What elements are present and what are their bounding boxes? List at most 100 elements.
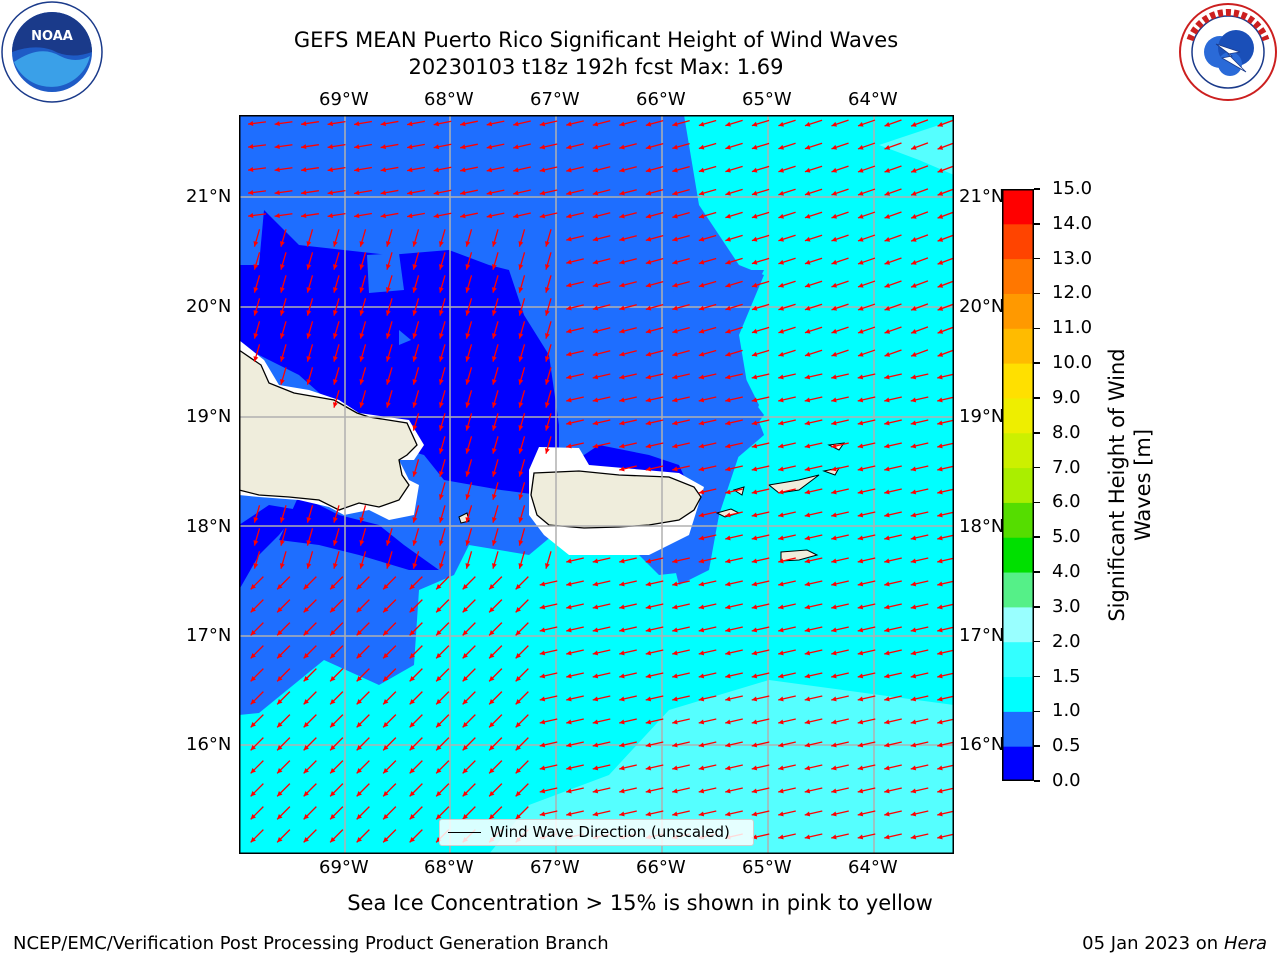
wave-direction-arrow: [250, 691, 264, 705]
wave-direction-arrow: [672, 626, 690, 633]
wave-direction-arrow: [329, 599, 344, 613]
wave-direction-arrow: [937, 695, 954, 702]
wave-direction-arrow: [831, 257, 849, 265]
wave-direction-arrow: [491, 252, 499, 270]
wave-direction-arrow: [672, 326, 690, 334]
wave-direction-arrow: [329, 829, 344, 843]
wave-direction-arrow: [672, 257, 690, 265]
wave-direction-arrow: [407, 166, 425, 173]
colorbar-tick-mark: [1034, 745, 1040, 747]
wave-direction-arrow: [778, 396, 796, 403]
wave-direction-arrow: [592, 557, 611, 564]
wave-direction-arrow: [645, 419, 664, 426]
wave-direction-arrow: [804, 649, 823, 656]
wave-direction-arrow: [751, 649, 770, 656]
wave-direction-arrow: [438, 436, 446, 454]
colorbar-segment: [1002, 328, 1034, 364]
wave-direction-arrow: [592, 718, 611, 725]
wave-direction-arrow: [488, 806, 503, 820]
wave-direction-arrow: [804, 165, 823, 173]
wave-direction-arrow: [592, 580, 611, 587]
wave-direction-arrow: [672, 303, 690, 311]
wave-direction-arrow: [592, 396, 611, 403]
wave-direction-arrow: [672, 373, 690, 380]
wave-direction-arrow: [356, 645, 370, 659]
lon-label-top-64w: 64°W: [848, 89, 898, 110]
wave-direction-arrow: [725, 764, 743, 771]
wave-direction-arrow: [327, 212, 346, 219]
wave-direction-arrow: [831, 603, 849, 610]
wave-direction-arrow: [301, 213, 319, 219]
wave-direction-arrow: [515, 691, 529, 705]
wave-direction-arrow: [332, 321, 340, 339]
wave-direction-arrow: [566, 143, 584, 150]
wave-direction-arrow: [515, 714, 529, 728]
wave-direction-arrow: [359, 275, 367, 293]
wave-direction-arrow: [778, 280, 796, 288]
wave-direction-arrow: [518, 298, 526, 316]
colorbar-tick-mark: [1034, 188, 1040, 190]
wave-direction-arrow: [465, 505, 473, 523]
colorbar-tick-mark: [1034, 606, 1040, 608]
colorbar-tick-label: 0.0: [1052, 770, 1081, 791]
wave-direction-arrow: [435, 714, 450, 728]
wave-direction-arrow: [672, 211, 690, 219]
wave-direction-arrow: [385, 275, 393, 293]
wave-direction-arrow: [645, 603, 664, 610]
wave-direction-arrow: [433, 120, 452, 127]
wave-direction-arrow: [672, 142, 690, 150]
wave-direction-arrow: [250, 829, 264, 843]
wave-direction-arrow: [751, 695, 770, 702]
wave-direction-arrow: [884, 488, 902, 495]
wave-direction-arrow: [274, 167, 293, 173]
wave-direction-arrow: [438, 482, 446, 500]
wave-direction-arrow: [778, 810, 796, 817]
wave-direction-arrow: [303, 691, 317, 705]
wave-direction-arrow: [857, 396, 876, 403]
colorbar-segment: [1002, 502, 1034, 538]
wave-direction-arrow: [566, 787, 584, 794]
wave-direction-arrow: [462, 622, 476, 636]
wave-direction-arrow: [831, 465, 849, 472]
colorbar-tick-mark: [1034, 640, 1040, 643]
wave-direction-arrow: [645, 143, 664, 150]
wave-direction-arrow: [327, 143, 346, 150]
wave-direction-arrow: [751, 810, 770, 817]
wave-direction-arrow: [698, 373, 717, 380]
wave-direction-arrow: [303, 806, 317, 820]
wave-direction-arrow: [910, 695, 929, 702]
lon-label-bottom-68w: 68°W: [424, 857, 474, 878]
wave-direction-arrow: [751, 142, 770, 150]
wave-direction-arrow: [279, 344, 287, 362]
colorbar-tick-label: 15.0: [1052, 178, 1093, 199]
lat-label-right-19n: 19°N: [959, 406, 1005, 427]
wave-direction-arrow: [544, 344, 552, 362]
wave-direction-arrow: [937, 626, 954, 633]
wave-direction-arrow: [303, 760, 317, 774]
legend-label: Wind Wave Direction (unscaled): [490, 823, 730, 841]
lat-label-left-16n: 16°N: [186, 734, 232, 755]
wave-direction-arrow: [518, 390, 526, 408]
wave-direction-arrow: [804, 718, 823, 725]
wave-direction-arrow: [380, 120, 399, 127]
wave-direction-arrow: [645, 373, 664, 380]
wave-direction-arrow: [804, 741, 823, 748]
wave-direction-arrow: [592, 166, 611, 173]
wave-direction-arrow: [253, 528, 261, 546]
wave-direction-arrow: [412, 298, 420, 316]
wave-direction-arrow: [491, 321, 499, 339]
colorbar-segment: [1002, 432, 1034, 469]
wave-direction-arrow: [884, 603, 902, 610]
wave-direction-arrow: [412, 229, 420, 247]
colorbar-tick-label: 1.0: [1052, 700, 1081, 722]
wave-direction-arrow: [910, 211, 929, 219]
wave-direction-arrow: [356, 806, 370, 820]
wave-direction-arrow: [619, 419, 637, 426]
wave-direction-arrow: [409, 668, 423, 682]
colorbar-tick-label: 6.0: [1052, 491, 1081, 513]
wave-direction-arrow: [910, 326, 929, 334]
wave-direction-arrow: [250, 576, 264, 590]
wave-direction-arrow: [303, 829, 317, 843]
wave-direction-arrow: [276, 622, 291, 636]
wave-direction-arrow: [276, 806, 291, 820]
